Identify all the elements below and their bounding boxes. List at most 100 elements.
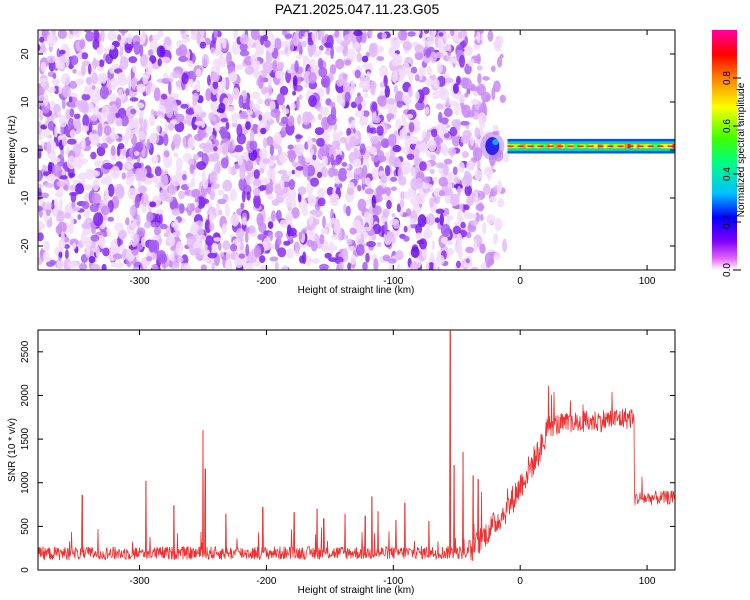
spectrogram-noise-blob [463, 261, 473, 268]
spectrogram-noise-blob [414, 120, 421, 126]
spectrogram-noise-blob [396, 262, 401, 270]
spectrogram-noise-blob [61, 98, 66, 110]
spectrogram-noise-blob [432, 177, 438, 182]
spectrogram-noise-blob [195, 79, 201, 93]
spectrogram-noise-blob [218, 242, 222, 251]
spectrogram-noise-blob [86, 76, 92, 86]
spectrogram-noise-blob [140, 30, 147, 41]
spectrogram-noise-blob [432, 30, 437, 37]
spectrogram-noise-blob [180, 184, 190, 191]
spectrogram-noise-blob [416, 194, 425, 205]
spectrogram-noise-blob [466, 231, 472, 239]
spectrogram-noise-blob [182, 174, 187, 181]
spectrogram-noise-blob [77, 214, 82, 220]
spectrogram-noise-blob [288, 179, 296, 190]
spectrogram-noise-blob [354, 109, 365, 118]
spectrogram-noise-blob [238, 253, 246, 259]
spectrogram-noise-blob [357, 238, 365, 245]
spectrogram-noise-blob [209, 221, 215, 232]
spectrogram-noise-blob [72, 68, 77, 74]
spectrogram-noise-blob [275, 136, 283, 144]
spectrogram-noise-blob [61, 85, 71, 98]
spectrogram-noise-blob [371, 155, 380, 163]
spectrogram-noise-blob [237, 155, 243, 166]
spectrogram-noise-blob [185, 108, 195, 115]
spectrogram-noise-blob [281, 116, 289, 124]
spectrogram-noise-blob [222, 240, 230, 251]
spectrogram-noise-blob [492, 124, 499, 132]
spectrogram-noise-blob [442, 43, 451, 52]
spectrogram-noise-blob [353, 167, 362, 175]
spectrogram-noise-blob [39, 109, 44, 121]
spectrogram-noise-blob [414, 124, 421, 132]
spectrogram-noise-blob [364, 230, 368, 240]
spectrogram-noise-blob [212, 58, 222, 67]
spectrogram-noise-blob [426, 129, 430, 142]
spectrogram-noise-blob [127, 187, 137, 199]
spectrogram-noise-blob [51, 78, 60, 87]
snr-x-axis-label: Height of straight line (km) [298, 585, 415, 596]
spectrogram-y-tick-label: 10 [20, 96, 31, 108]
spectrogram-noise-blob [272, 59, 278, 73]
spectrogram-noise-blob [97, 122, 103, 137]
spectrogram-noise-blob [135, 141, 144, 152]
spectrogram-noise-blob [261, 114, 268, 128]
spectrogram-noise-blob [88, 256, 96, 264]
spectrogram-x-ticks: -300 -200 -100 0 100 [130, 30, 656, 287]
spectrogram-noise-blob [53, 85, 60, 95]
snr-x-tick-label: -300 [130, 576, 150, 587]
spectrogram-noise-blob [302, 251, 307, 265]
spectrogram-noise-blob [290, 102, 296, 111]
spectrogram-noise-blob [321, 155, 328, 167]
spectrogram-noise-blob [438, 176, 449, 187]
spectrogram-noise-blob [70, 192, 77, 203]
spectrogram-noise-blob [163, 232, 169, 238]
spectrogram-noise-blob [425, 225, 430, 231]
spectrogram-noise-blob [362, 62, 371, 70]
spectrogram-noise-blob [316, 137, 325, 147]
spectrogram-noise-blob [465, 246, 474, 254]
spectrogram-noise-blob [271, 170, 276, 184]
spectrogram-noise-blob [397, 166, 404, 180]
spectrogram-noise-blob [93, 160, 103, 168]
spectrogram-noise-blob [239, 241, 244, 251]
spectrogram-noise-blob [426, 213, 436, 226]
spectrogram-noise-blob [361, 81, 370, 91]
spectrogram-noise-blob [274, 37, 282, 51]
spectrogram-noise-blob [78, 262, 88, 270]
spectrogram-noise-blob [110, 103, 118, 115]
spectrogram-noise-blob [386, 98, 397, 105]
spectrogram-noise-blob [69, 129, 76, 138]
spectrogram-noise-blob [302, 111, 311, 126]
spectrogram-noise-blob [127, 131, 134, 140]
spectrogram-noise-blob [73, 113, 81, 119]
spectrogram-noise-blob [401, 30, 408, 41]
spectrogram-noise-blob [217, 189, 225, 196]
spectrogram-noise-blob [459, 120, 470, 126]
spectrogram-noise-blob [109, 66, 116, 74]
spectrogram-noise-blob [473, 239, 478, 252]
spectrogram-noise-blob [148, 240, 155, 253]
spectrogram-noise-blob [78, 158, 89, 164]
spectrogram-noise-blob [101, 106, 110, 118]
spectrogram-noise-blob [164, 122, 169, 134]
spectrogram-noise-blob [304, 141, 309, 150]
spectrogram-noise-blob [282, 108, 290, 115]
spectrogram-noise-blob [77, 99, 88, 113]
spectrogram-noise-blob [354, 96, 362, 105]
spectrogram-noise-blob [127, 118, 137, 130]
spectrogram-noise-blob [226, 51, 232, 66]
spectrogram-noise-blob [438, 32, 444, 37]
spectrogram-noise-blob [109, 44, 115, 50]
spectrogram-noise-blob [275, 210, 282, 221]
spectrogram-noise-blob [364, 188, 374, 195]
carrier-core [633, 143, 637, 149]
spectrogram-noise-blob [116, 145, 121, 157]
spectrogram-noise-blob [456, 233, 463, 247]
spectrogram-noise-blob [210, 72, 220, 83]
spectrogram-noise-blob [269, 100, 276, 111]
spectrogram-noise-blob [382, 254, 391, 262]
spectrogram-noise-blob [102, 162, 113, 170]
spectrogram-noise-blob [81, 201, 90, 210]
